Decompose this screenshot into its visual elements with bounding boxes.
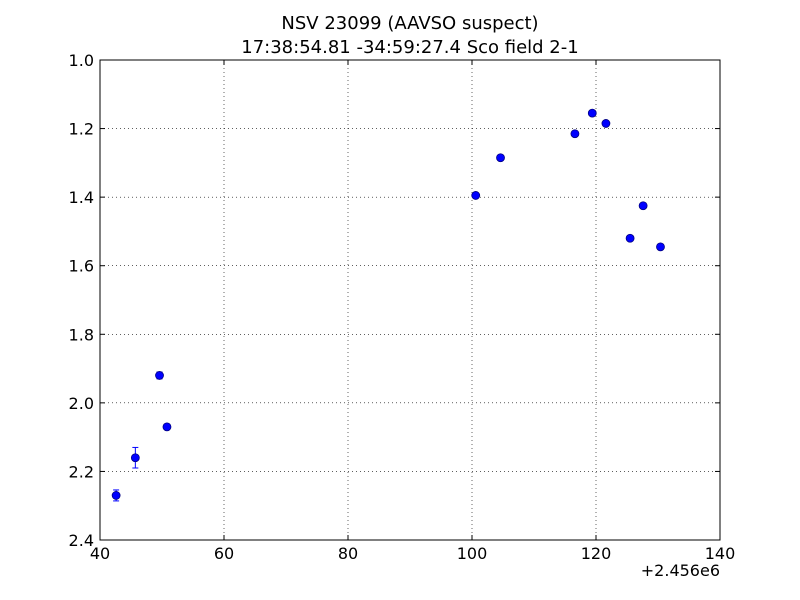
point-marker — [111, 491, 121, 500]
data-point — [601, 119, 611, 128]
y-tick-label: 2.4 — [69, 531, 94, 550]
data-point — [587, 108, 597, 118]
chart-subtitle: 17:38:54.81 -34:59:27.4 Sco field 2-1 — [241, 37, 578, 58]
data-point — [638, 201, 648, 211]
y-tick-label: 2.2 — [69, 462, 94, 481]
point-marker — [638, 201, 648, 211]
data-point — [471, 191, 481, 200]
axis-ticks — [99, 59, 721, 541]
y-tick-label: 2.0 — [69, 394, 94, 413]
point-marker — [496, 153, 505, 163]
x-tick-label: 100 — [457, 544, 488, 563]
data-point — [162, 422, 172, 432]
chart-title: NSV 23099 (AAVSO suspect) — [281, 13, 538, 34]
grid-lines — [100, 60, 720, 540]
point-marker — [155, 371, 164, 380]
data-points — [111, 108, 665, 502]
point-marker — [656, 242, 665, 252]
data-point — [656, 242, 665, 252]
y-tick-label: 1.8 — [69, 325, 94, 344]
point-marker — [162, 422, 172, 432]
point-marker — [471, 191, 481, 200]
point-marker — [570, 129, 580, 139]
point-marker — [601, 119, 611, 128]
y-tick-label: 1.0 — [69, 51, 94, 70]
plot-frame — [99, 59, 721, 541]
x-tick-label: 40 — [90, 544, 110, 563]
x-offset-label: +2.456e6 — [641, 561, 720, 580]
point-marker — [625, 233, 635, 243]
data-point — [570, 129, 580, 139]
y-tick-label: 1.6 — [69, 257, 94, 276]
x-tick-label: 60 — [214, 544, 234, 563]
point-marker — [587, 108, 597, 118]
y-tick-label: 1.4 — [69, 188, 94, 207]
tick-labels: 40 60 80 100 120 140 1.0 1.2 1.4 1.6 1.8 2.0 2.2 2.4 — [69, 51, 736, 563]
data-point — [625, 233, 635, 243]
point-marker — [130, 453, 140, 463]
data-point — [111, 489, 121, 502]
x-tick-label: 120 — [581, 544, 612, 563]
data-point — [496, 153, 505, 163]
data-point — [155, 371, 164, 380]
x-tick-label: 80 — [338, 544, 358, 563]
y-tick-label: 1.2 — [69, 120, 94, 139]
data-point — [130, 446, 140, 469]
x-tick-label: 140 — [705, 544, 736, 563]
